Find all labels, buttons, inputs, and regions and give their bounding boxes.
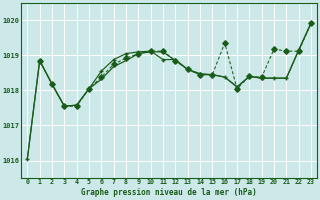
X-axis label: Graphe pression niveau de la mer (hPa): Graphe pression niveau de la mer (hPa) [81,188,257,197]
